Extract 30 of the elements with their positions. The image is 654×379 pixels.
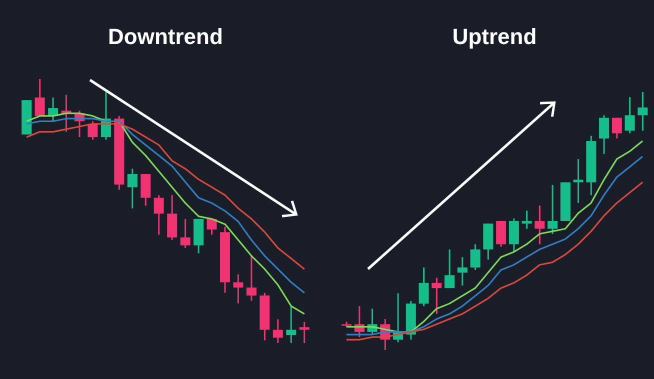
- candlestick: [599, 114, 610, 155]
- candlestick: [624, 96, 635, 134]
- candlestick: [140, 173, 151, 206]
- candlestick: [470, 243, 480, 271]
- candlestick: [88, 120, 98, 140]
- candlestick: [534, 204, 545, 245]
- candlestick: [548, 184, 558, 235]
- candlestick: [508, 218, 519, 253]
- candlestick: [573, 158, 584, 204]
- candlestick: [34, 79, 45, 117]
- candlestick: [127, 168, 138, 210]
- candlestick: [233, 274, 244, 304]
- candlestick: [154, 194, 164, 236]
- candlestick: [167, 194, 178, 241]
- candlestick: [432, 277, 442, 315]
- candlestick: [246, 255, 256, 302]
- candlestick: [180, 218, 190, 249]
- candlestick: [496, 220, 506, 248]
- candlestick: [206, 218, 217, 236]
- candlestick: [286, 305, 296, 343]
- candlestick: [522, 210, 532, 230]
- candlestick: [299, 321, 310, 343]
- candlestick: [457, 256, 468, 286]
- candlestick: [444, 248, 455, 289]
- candlestick: [612, 117, 622, 140]
- candlestick: [272, 318, 283, 343]
- chart-title: Downtrend: [107, 24, 224, 50]
- chart-title: Uptrend: [451, 24, 538, 50]
- candlestick: [638, 92, 648, 132]
- candlestick: [418, 266, 429, 307]
